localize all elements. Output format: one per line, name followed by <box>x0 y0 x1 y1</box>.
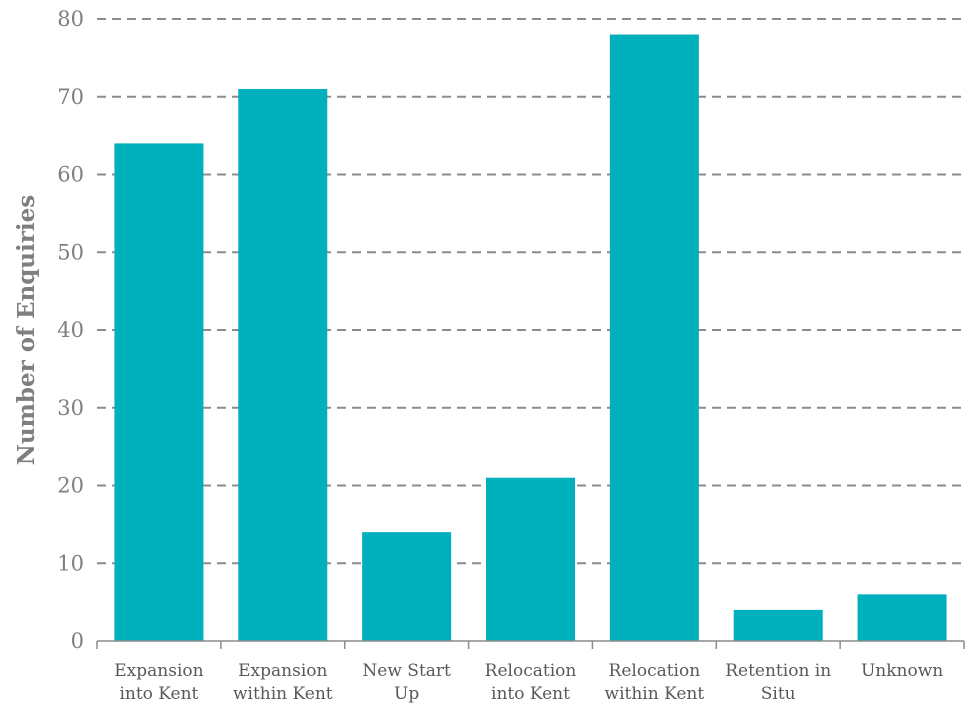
y-axis-title: Number of Enquiries <box>13 195 40 465</box>
x-category-labels: Expansion into Kent Expansion within Kent Ne… <box>114 661 943 704</box>
y-tick-label: 20 <box>57 474 84 498</box>
y-tick-label: 70 <box>57 85 84 109</box>
x-category-label: within Kent <box>233 684 333 704</box>
bar <box>609 34 699 642</box>
y-tick-label: 0 <box>71 629 84 653</box>
axes <box>96 640 965 649</box>
bar <box>238 88 328 642</box>
bar <box>486 477 575 641</box>
y-tick-labels: 0 10 20 30 40 50 60 70 80 <box>57 7 84 653</box>
y-tick-label: 80 <box>57 7 84 31</box>
y-tick-label: 50 <box>57 240 84 264</box>
x-category-label: Expansion <box>238 661 327 681</box>
x-category-label: Expansion <box>114 661 203 681</box>
y-tick-label: 10 <box>57 551 84 575</box>
bar <box>362 532 452 641</box>
y-tick-label: 30 <box>57 396 84 420</box>
bars <box>114 34 947 642</box>
x-category-label: within Kent <box>605 684 705 704</box>
x-category-label: New Start <box>362 661 451 681</box>
x-category-label: Relocation <box>609 661 701 681</box>
x-category-label: Situ <box>761 684 796 704</box>
x-category-label: into Kent <box>491 684 570 704</box>
bar <box>114 143 204 641</box>
bar <box>857 594 947 641</box>
x-category-label: Relocation <box>485 661 577 681</box>
gridlines <box>97 18 964 565</box>
x-category-label: into Kent <box>119 684 198 704</box>
x-category-label: Up <box>394 684 419 704</box>
x-category-label: Retention in <box>725 661 831 681</box>
x-category-label: Unknown <box>861 661 943 681</box>
y-tick-label: 60 <box>57 163 84 187</box>
bar <box>733 609 823 641</box>
y-tick-label: 40 <box>57 318 84 342</box>
